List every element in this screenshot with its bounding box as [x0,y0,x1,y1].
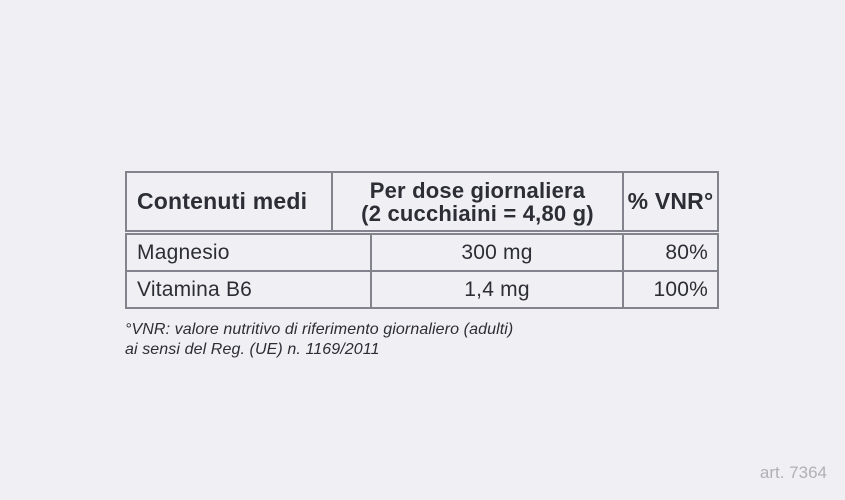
header-dose-line1: Per dose giornaliera [369,177,586,203]
header-contents-label: Contenuti medi [137,188,308,214]
nutrient-vnr-percent: 100% [653,277,708,301]
cell-nutrient-vnr: 80% [622,235,717,270]
table-row-vitamina-b6: Vitamina B6 1,4 mg 100% [127,272,717,307]
nutrient-amount: 300 mg [461,240,533,264]
table-header-row: Contenuti medi Per dose giornaliera (2 c… [125,171,719,232]
cell-nutrient-name: Magnesio [127,235,370,270]
nutrition-table: Contenuti medi Per dose giornaliera (2 c… [125,171,719,309]
vnr-footnote: °VNR: valore nutritivo di riferimento gi… [125,320,513,360]
cell-nutrient-vnr: 100% [622,272,717,307]
nutrient-vnr-percent: 80% [665,240,708,264]
header-cell-contents: Contenuti medi [127,173,331,230]
nutrient-name: Vitamina B6 [137,277,253,301]
header-cell-vnr: % VNR° [622,173,717,230]
header-cell-dose: Per dose giornaliera (2 cucchiaini = 4,8… [331,173,622,230]
table-row-magnesio: Magnesio 300 mg 80% [127,235,717,272]
nutrient-name: Magnesio [137,240,230,264]
cell-nutrient-amount: 300 mg [370,235,622,270]
header-vnr-label: % VNR° [627,188,714,214]
vnr-footnote-line2: ai sensi del Reg. (UE) n. 1169/2011 [125,341,380,358]
cell-nutrient-amount: 1,4 mg [370,272,622,307]
header-dose-line2: (2 cucchiaini = 4,80 g) [361,200,594,226]
table-body: Magnesio 300 mg 80% Vitamina B6 1,4 mg 1… [125,233,719,309]
article-number: art. 7364 [759,463,827,482]
header-dose-label: Per dose giornaliera (2 cucchiaini = 4,8… [361,179,594,225]
nutrient-amount: 1,4 mg [464,277,530,301]
vnr-footnote-line1: °VNR: valore nutritivo di riferimento gi… [125,321,514,338]
cell-nutrient-name: Vitamina B6 [127,272,370,307]
